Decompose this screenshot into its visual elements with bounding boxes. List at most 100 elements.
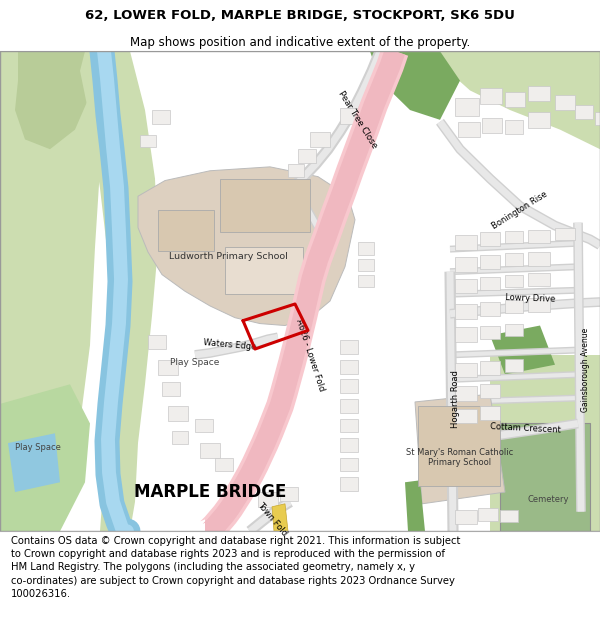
Bar (480, 406, 500, 419)
Bar (340, 340, 358, 354)
Text: Cottam Crescent: Cottam Crescent (490, 422, 560, 435)
Bar (225, 247, 303, 294)
Bar (505, 300, 523, 312)
Bar (455, 386, 477, 401)
Text: Map shows position and indicative extent of the property.: Map shows position and indicative extent… (130, 36, 470, 49)
Bar (595, 112, 600, 125)
Bar (482, 118, 502, 132)
Polygon shape (490, 355, 600, 531)
Bar (140, 134, 156, 148)
Bar (528, 112, 550, 128)
Text: A626 - Lower Fold: A626 - Lower Fold (294, 318, 326, 392)
Text: Cemetery: Cemetery (527, 496, 569, 504)
Polygon shape (0, 51, 18, 531)
Polygon shape (440, 51, 600, 149)
Polygon shape (272, 504, 288, 531)
Bar (480, 384, 500, 398)
Polygon shape (138, 167, 355, 326)
Bar (455, 257, 477, 272)
Polygon shape (370, 51, 460, 120)
Text: 62, LOWER FOLD, MARPLE BRIDGE, STOCKPORT, SK6 5DU: 62, LOWER FOLD, MARPLE BRIDGE, STOCKPORT… (85, 9, 515, 22)
Bar (575, 105, 593, 119)
Text: Gainsborough Avenue: Gainsborough Avenue (581, 328, 589, 412)
Bar (480, 276, 500, 290)
Bar (505, 120, 523, 134)
Text: MARPLE BRIDGE: MARPLE BRIDGE (134, 483, 286, 501)
Bar (340, 438, 358, 452)
Bar (215, 458, 233, 471)
Text: Play Space: Play Space (15, 444, 61, 452)
Bar (505, 253, 523, 266)
Bar (162, 382, 180, 396)
Text: Town Fold: Town Fold (256, 501, 289, 538)
Bar (480, 326, 500, 339)
Text: St Mary's Roman Catholic
Primary School: St Mary's Roman Catholic Primary School (406, 448, 514, 468)
Text: Contains OS data © Crown copyright and database right 2021. This information is : Contains OS data © Crown copyright and d… (11, 536, 460, 599)
Bar (555, 96, 575, 110)
Bar (225, 487, 245, 502)
Polygon shape (80, 51, 158, 531)
Text: Bonington Rise: Bonington Rise (491, 189, 550, 231)
Text: Pear Tree Close: Pear Tree Close (337, 89, 379, 150)
Bar (555, 228, 575, 240)
Bar (458, 122, 480, 138)
Text: Hogarth Road: Hogarth Road (451, 370, 460, 428)
Bar (220, 179, 310, 232)
Bar (288, 164, 304, 177)
Bar (480, 361, 500, 374)
Bar (528, 86, 550, 101)
Bar (455, 362, 477, 378)
Text: Play Space: Play Space (170, 358, 220, 367)
Bar (505, 231, 523, 243)
Polygon shape (500, 424, 590, 531)
Bar (148, 336, 166, 349)
Polygon shape (490, 326, 555, 374)
Bar (480, 255, 500, 269)
Polygon shape (15, 51, 92, 149)
Bar (340, 399, 358, 412)
Bar (478, 508, 498, 521)
Bar (340, 379, 358, 393)
Polygon shape (0, 51, 100, 531)
Bar (455, 98, 479, 116)
Bar (505, 359, 523, 372)
Bar (258, 492, 278, 507)
Polygon shape (0, 51, 600, 531)
Bar (455, 409, 477, 424)
Bar (340, 360, 358, 374)
Bar (340, 458, 358, 471)
Bar (200, 443, 220, 458)
Bar (310, 132, 330, 148)
Bar (195, 419, 213, 432)
Bar (340, 419, 358, 432)
Polygon shape (415, 394, 505, 504)
Text: Waters Edge: Waters Edge (203, 338, 257, 352)
Polygon shape (8, 433, 60, 492)
Bar (152, 110, 170, 124)
Bar (358, 274, 374, 288)
Bar (480, 89, 502, 104)
Bar (455, 304, 477, 319)
Bar (158, 360, 178, 374)
Bar (528, 272, 550, 286)
Bar (340, 478, 358, 491)
Bar (505, 324, 523, 336)
Bar (528, 229, 550, 243)
Bar (158, 210, 214, 251)
Bar (528, 298, 550, 312)
Bar (455, 236, 477, 250)
Polygon shape (0, 384, 90, 531)
Bar (455, 328, 477, 342)
Bar (358, 242, 374, 255)
Bar (340, 108, 362, 124)
Bar (480, 232, 500, 246)
Text: Lowry Drive: Lowry Drive (505, 292, 555, 304)
Bar (500, 510, 518, 522)
Bar (172, 431, 188, 444)
Bar (528, 252, 550, 266)
Bar (505, 92, 525, 107)
Text: Ludworth Primary School: Ludworth Primary School (169, 253, 287, 261)
Bar (280, 487, 298, 501)
Bar (168, 406, 188, 421)
Bar (480, 302, 500, 316)
